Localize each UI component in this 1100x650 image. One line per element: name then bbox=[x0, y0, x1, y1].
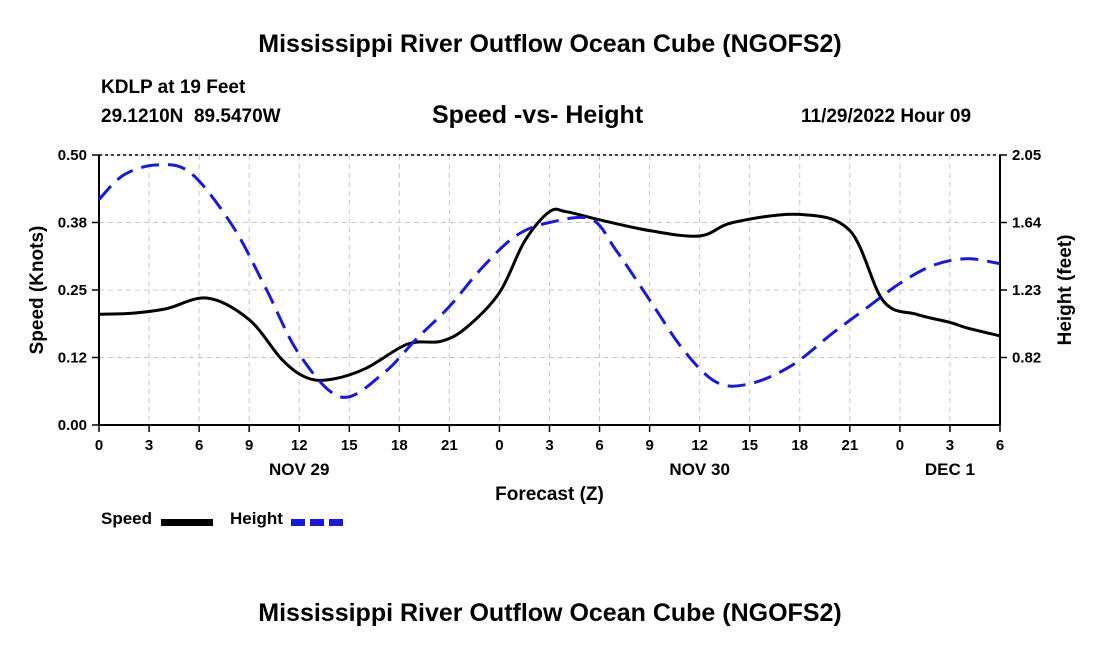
legend-speed-label: Speed bbox=[101, 509, 153, 528]
x-tick-label: 12 bbox=[291, 437, 308, 454]
x-tick-label: 15 bbox=[341, 437, 358, 454]
x-tick-label: 6 bbox=[595, 437, 603, 454]
x-tick-label: 3 bbox=[946, 437, 954, 454]
x-day-label: DEC 1 bbox=[925, 460, 975, 479]
x-tick-label: 6 bbox=[195, 437, 203, 454]
footer-title: Mississippi River Outflow Ocean Cube (NG… bbox=[258, 599, 842, 627]
forecast-timestamp: 11/29/2022 Hour 09 bbox=[801, 106, 972, 127]
x-tick-label: 6 bbox=[996, 437, 1004, 454]
x-day-label: NOV 30 bbox=[669, 460, 729, 479]
y2-axis-title: Height (feet) bbox=[1055, 235, 1076, 346]
x-tick-label: 21 bbox=[441, 437, 458, 454]
legend-height-label: Height bbox=[230, 509, 283, 528]
x-tick-label: 9 bbox=[645, 437, 653, 454]
y2-tick-label: 1.64 bbox=[1012, 215, 1042, 232]
x-tick-label: 0 bbox=[896, 437, 904, 454]
x-tick-label: 15 bbox=[741, 437, 758, 454]
x-tick-label: 3 bbox=[545, 437, 553, 454]
chart-main-title: Mississippi River Outflow Ocean Cube (NG… bbox=[258, 30, 842, 58]
y2-tick-label: 0.82 bbox=[1012, 350, 1041, 367]
y-tick-label: 0.25 bbox=[58, 282, 87, 299]
station-coordinates: 29.1210N 89.5470W bbox=[101, 106, 281, 127]
x-tick-label: 18 bbox=[391, 437, 408, 454]
x-day-label: NOV 29 bbox=[269, 460, 329, 479]
x-tick-label: 9 bbox=[245, 437, 253, 454]
chart-subtitle: Speed -vs- Height bbox=[432, 101, 644, 129]
x-tick-label: 0 bbox=[495, 437, 503, 454]
legend-height-swatch bbox=[291, 519, 343, 526]
legend-speed-swatch bbox=[161, 519, 213, 526]
y-tick-label: 0.50 bbox=[58, 147, 87, 164]
y2-tick-label: 2.05 bbox=[1012, 147, 1041, 164]
x-tick-label: 12 bbox=[691, 437, 708, 454]
x-axis-title: Forecast (Z) bbox=[495, 484, 604, 505]
x-tick-label: 3 bbox=[145, 437, 153, 454]
y-tick-label: 0.12 bbox=[58, 350, 87, 367]
y-tick-label: 0.38 bbox=[58, 215, 87, 232]
y2-tick-label: 1.23 bbox=[1012, 282, 1041, 299]
x-tick-label: 21 bbox=[841, 437, 858, 454]
height-series-line bbox=[97, 163, 1001, 399]
x-tick-label: 18 bbox=[791, 437, 808, 454]
y-axis-title: Speed (Knots) bbox=[27, 226, 48, 355]
x-tick-label: 0 bbox=[95, 437, 103, 454]
speed-series-line bbox=[98, 207, 1001, 382]
y-tick-label: 0.00 bbox=[58, 417, 87, 434]
station-label: KDLP at 19 Feet bbox=[101, 77, 246, 98]
